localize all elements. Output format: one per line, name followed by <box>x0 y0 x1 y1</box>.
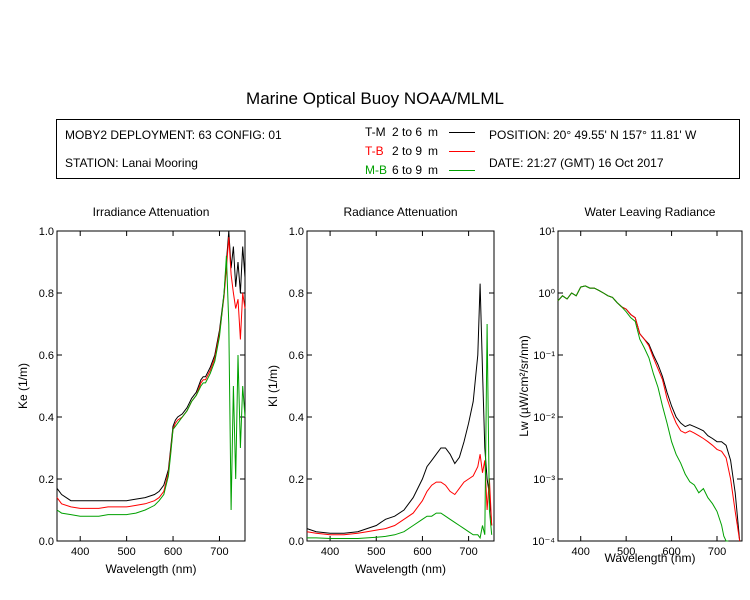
legend-range: 6 to 9 <box>392 163 423 177</box>
legend-range: 2 to 6 <box>392 125 423 139</box>
x-tick-label: 600 <box>662 546 680 558</box>
y-axis-label: Ke (1/m) <box>16 363 30 409</box>
y-tick-label: 0.2 <box>39 474 54 486</box>
series-line-m-b <box>56 255 246 517</box>
x-axis-label: Wavelength (nm) <box>355 562 446 576</box>
series-line-t-m <box>557 285 741 542</box>
y-tick-label: 1.0 <box>39 226 54 238</box>
y-tick-label: 0.6 <box>289 350 304 362</box>
x-tick-label: 400 <box>321 546 339 558</box>
plot-frame <box>56 230 246 542</box>
x-axis-label: Wavelength (nm) <box>106 562 197 576</box>
deployment-text: MOBY2 DEPLOYMENT: 63 CONFIG: 01 <box>65 128 282 142</box>
y-tick-label: 0.4 <box>39 412 54 424</box>
date-text: DATE: 21:27 (GMT) 16 Oct 2017 <box>489 156 664 170</box>
series-line-t-b <box>557 285 741 542</box>
y-tick-label: 10⁻¹ <box>533 350 555 362</box>
legend-unit: m <box>428 125 438 139</box>
plot-frame <box>306 230 495 542</box>
y-tick-label: 0.8 <box>39 288 54 300</box>
page-title: Marine Optical Buoy NOAA/MLML <box>246 89 504 108</box>
x-tick-label: 400 <box>572 546 590 558</box>
plot-frame <box>557 230 743 542</box>
y-tick-label: 10⁻³ <box>533 474 555 486</box>
series-line-t-m <box>306 283 493 534</box>
series-line-m-b <box>307 323 493 540</box>
info-box: MOBY2 DEPLOYMENT: 63 CONFIG: 01 STATION:… <box>56 119 740 179</box>
y-axis-label: Lw (µW/cm²/sr/nm) <box>517 335 531 437</box>
x-tick-label: 600 <box>164 546 182 558</box>
legend-unit: m <box>428 144 438 158</box>
x-tick-label: 500 <box>367 546 385 558</box>
legend-code: T-M <box>365 125 386 139</box>
y-tick-label: 1.0 <box>289 226 304 238</box>
legend-line <box>449 170 475 171</box>
legend-line <box>449 132 475 133</box>
legend-code: M-B <box>365 163 387 177</box>
legend-range: 2 to 9 <box>392 144 423 158</box>
y-tick-label: 0.2 <box>289 474 304 486</box>
y-tick-label: 0.8 <box>289 288 304 300</box>
series-line-t-m <box>56 230 246 502</box>
x-tick-label: 700 <box>708 546 726 558</box>
legend-unit: m <box>428 163 438 177</box>
y-tick-label: 0.0 <box>289 536 304 548</box>
y-tick-label: 10⁰ <box>538 288 555 300</box>
series-line-m-b <box>557 285 729 542</box>
series-line-t-b <box>56 237 246 509</box>
legend-code: T-B <box>365 144 384 158</box>
legend-line <box>449 151 475 152</box>
chart-title: Radiance Attenuation <box>343 205 457 219</box>
x-tick-label: 600 <box>413 546 431 558</box>
y-tick-label: 0.4 <box>289 412 304 424</box>
position-text: POSITION: 20° 49.55' N 157° 11.81' W <box>489 128 697 142</box>
y-axis-label: Kl (1/m) <box>266 365 280 407</box>
x-tick-label: 500 <box>117 546 135 558</box>
x-axis-label: Wavelength (nm) <box>605 551 696 565</box>
x-tick-label: 400 <box>71 546 89 558</box>
y-tick-label: 0.6 <box>39 350 54 362</box>
x-tick-label: 700 <box>459 546 477 558</box>
chart-title: Irradiance Attenuation <box>93 205 210 219</box>
station-text: STATION: Lanai Mooring <box>65 156 198 170</box>
x-tick-label: 500 <box>617 546 635 558</box>
y-tick-label: 10¹ <box>539 226 555 238</box>
y-tick-label: 10⁻⁴ <box>532 536 555 548</box>
series-line-t-b <box>306 454 493 536</box>
chart-title: Water Leaving Radiance <box>585 205 716 219</box>
y-tick-label: 10⁻² <box>533 412 555 424</box>
y-tick-label: 0.0 <box>39 536 54 548</box>
x-tick-label: 700 <box>210 546 228 558</box>
